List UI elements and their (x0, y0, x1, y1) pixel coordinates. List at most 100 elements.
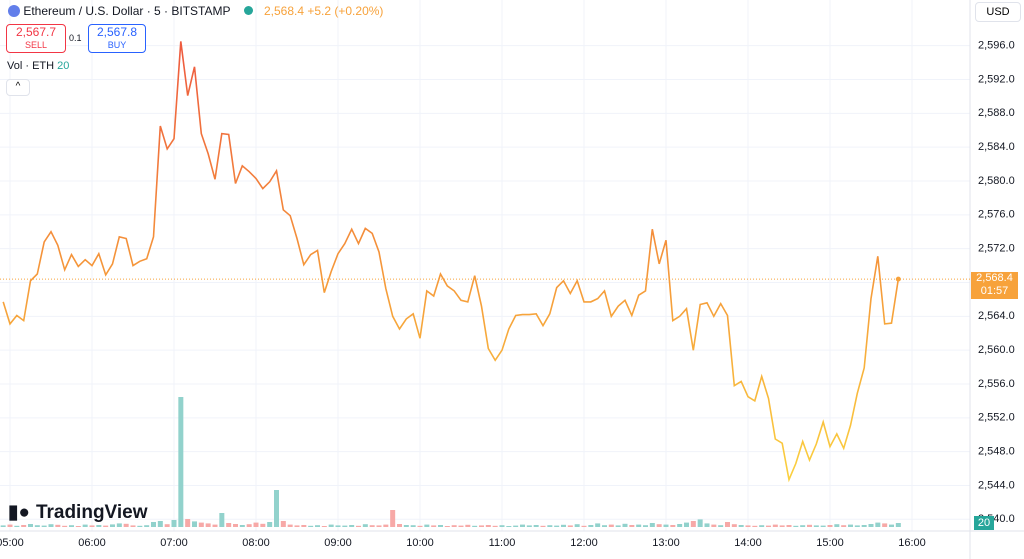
volume-bar (335, 525, 341, 527)
volume-bar (588, 525, 594, 527)
volume-bar (110, 524, 115, 527)
sell-price: 2,567.7 (15, 25, 57, 39)
brand-text: TradingView (35, 502, 148, 523)
currency-button[interactable]: USD (975, 2, 1021, 22)
buy-button[interactable]: 2,567.8 BUY (88, 24, 146, 53)
x-tick-label: 10:00 (406, 537, 434, 549)
volume-bar (779, 525, 785, 527)
y-tick-label: 2,572.0 (978, 243, 1015, 255)
volume-bar (526, 525, 532, 527)
x-tick-label: 09:00 (324, 537, 352, 549)
volume-bar (533, 525, 539, 527)
volume-bar (356, 525, 361, 527)
volume-bar (349, 525, 355, 527)
y-tick-label: 2,564.0 (978, 310, 1015, 322)
y-tick-label: 2,588.0 (978, 107, 1015, 119)
countdown: 01:57 (980, 285, 1009, 298)
last-point (895, 276, 901, 282)
volume-badge: 20 (974, 516, 994, 530)
volume-bar (89, 525, 95, 527)
volume-bar (287, 524, 293, 527)
volume-bar (226, 523, 232, 527)
volume-bar (14, 525, 20, 527)
volume-bar (697, 519, 703, 527)
sell-button[interactable]: 2,567.7 SELL (6, 24, 66, 53)
x-tick-label: 05:00 (0, 537, 24, 549)
volume-bar (554, 525, 560, 527)
volume-bar (854, 525, 860, 527)
collapse-button[interactable]: ^ (6, 79, 30, 96)
volume-bar (602, 525, 607, 527)
volume-bar (834, 524, 840, 527)
volume-bar (21, 525, 27, 527)
volume-bar (670, 525, 676, 527)
volume-bar (274, 490, 279, 527)
volume-bar (725, 522, 730, 527)
x-tick-label: 11:00 (489, 537, 516, 549)
volume-bar (718, 525, 724, 527)
volume-label: Vol · ETH (7, 60, 55, 72)
x-tick-label: 12:00 (570, 537, 598, 549)
volume-bar (253, 522, 259, 527)
volume-bar (608, 524, 614, 527)
volume-bar (417, 525, 423, 527)
volume-bar (656, 524, 662, 527)
volume-bar (369, 525, 375, 527)
volume-bar (403, 525, 409, 527)
quote: 2,568.4 +5.2 (+0.20%) (263, 4, 384, 18)
volume-bar (520, 524, 525, 527)
buy-price: 2,567.8 (96, 25, 138, 39)
price-line (2, 41, 900, 483)
volume-bar (103, 525, 109, 527)
status-dot (243, 6, 253, 15)
volume-bar (738, 525, 744, 527)
volume-bar (260, 523, 266, 527)
volume-bar (96, 525, 102, 527)
volume-bar (595, 523, 601, 527)
volume-bar (745, 525, 751, 527)
x-tick-label: 16:00 (898, 537, 926, 549)
eth-icon (8, 5, 20, 17)
volume-bar (841, 525, 847, 527)
volume-bar (827, 525, 833, 527)
y-tick-label: 2,548.0 (978, 446, 1015, 458)
volume-bar (663, 524, 669, 527)
buy-label: BUY (107, 40, 127, 50)
symbol-row: Ethereum / U.S. Dollar · 5 · BITSTAMP 2,… (8, 4, 383, 18)
volume-bar (198, 522, 204, 527)
volume-bar (397, 524, 402, 527)
volume-bar (205, 523, 211, 527)
volume-bar (848, 524, 853, 527)
volume-bar (492, 525, 498, 527)
volume-bar (82, 524, 88, 527)
volume-bar (807, 524, 812, 527)
volume-bar (41, 525, 47, 527)
volume-bar (485, 525, 491, 527)
volume-value: 20 (57, 60, 70, 72)
volume-bar (410, 525, 416, 527)
volume-bar (171, 520, 177, 527)
volume-bar (895, 523, 901, 527)
volume-bar (540, 525, 546, 527)
volume-bar (308, 525, 314, 527)
y-tick-label: 2,580.0 (978, 175, 1015, 187)
volume-bar (677, 524, 683, 527)
volume-bar (800, 525, 806, 527)
volume-bar (574, 524, 580, 527)
volume-bar (301, 525, 307, 527)
volume-bar (868, 524, 874, 527)
volume-bar (233, 524, 238, 527)
volume-bar (629, 525, 635, 527)
price-tag-value: 2,568.4 (976, 272, 1013, 285)
volume-bar (315, 525, 320, 527)
volume-bar (444, 526, 450, 527)
volume-bar (649, 523, 655, 527)
spread: 0.1 (69, 33, 82, 43)
volume-bar (362, 524, 368, 527)
volume-bar (62, 525, 68, 527)
volume-bar (513, 525, 519, 527)
volume-bar (561, 524, 566, 527)
volume-bar (643, 525, 648, 527)
volume-bar (185, 519, 191, 527)
